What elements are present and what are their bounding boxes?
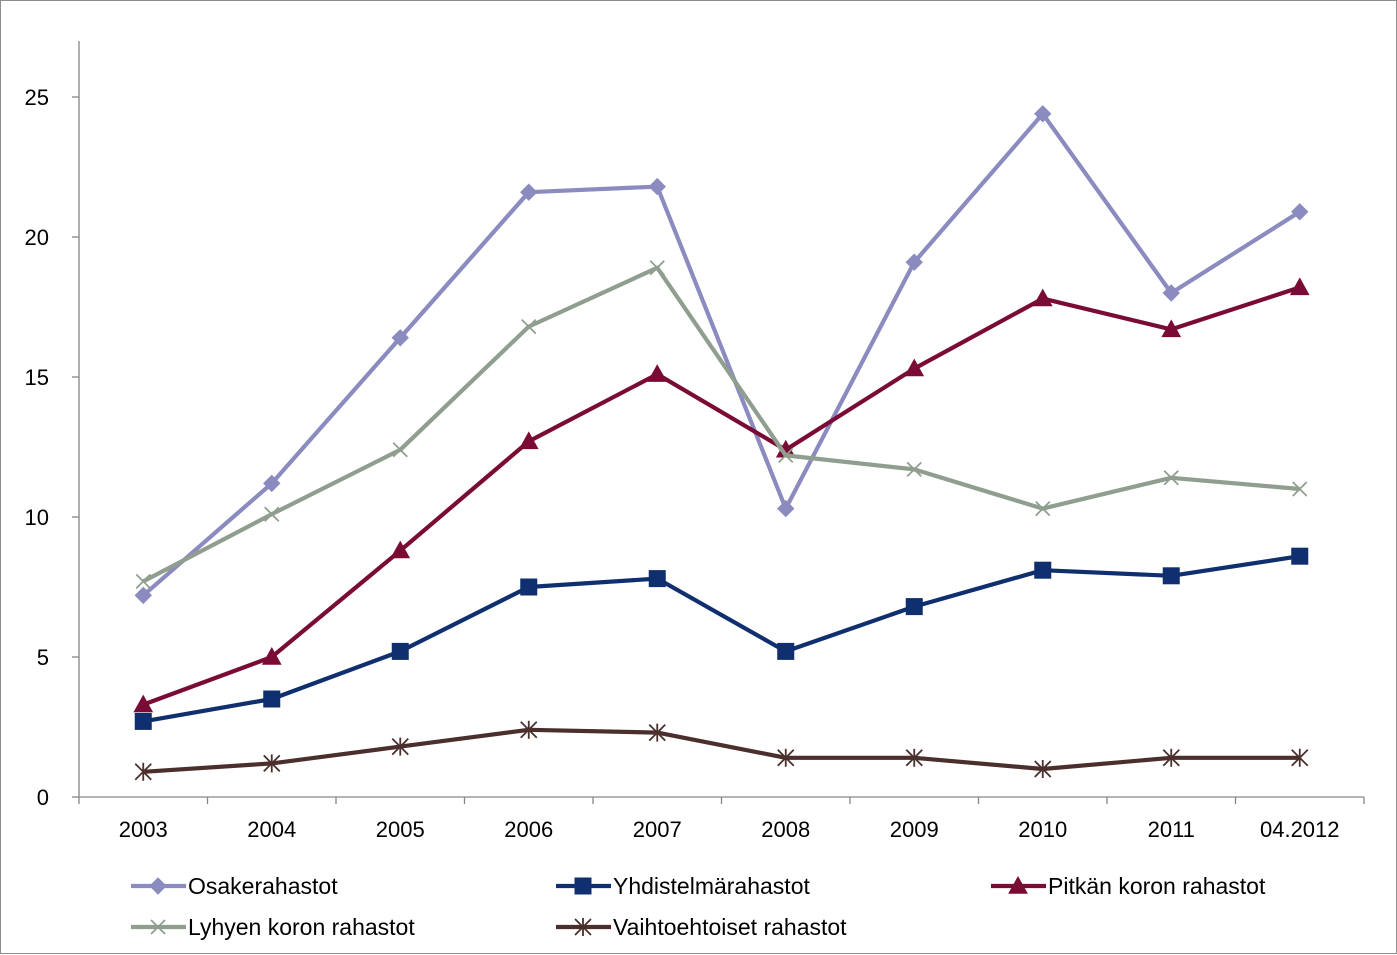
data-point bbox=[135, 573, 151, 590]
data-point bbox=[1162, 567, 1180, 585]
series-0 bbox=[134, 105, 1309, 605]
legend-label: Vaihtoehtoiset rahastot bbox=[613, 914, 847, 940]
data-point bbox=[261, 646, 282, 665]
data-point bbox=[134, 712, 152, 730]
data-point bbox=[1292, 481, 1308, 497]
legend-item: Yhdistelmärahastot bbox=[556, 873, 810, 899]
data-point bbox=[648, 177, 666, 196]
series-1 bbox=[134, 547, 1309, 730]
data-point bbox=[391, 642, 409, 660]
data-point bbox=[1291, 748, 1309, 767]
data-point bbox=[905, 598, 923, 616]
data-point bbox=[1162, 748, 1180, 767]
x-tick-label: 2006 bbox=[504, 817, 553, 842]
data-point bbox=[518, 431, 539, 450]
legend-item: Vaihtoehtoiset rahastot bbox=[556, 914, 847, 940]
data-point bbox=[134, 586, 152, 605]
y-tick-label: 20 bbox=[25, 225, 49, 250]
data-point bbox=[778, 447, 794, 464]
data-point bbox=[906, 461, 922, 478]
data-point bbox=[904, 358, 925, 377]
axes: 0 5 10 15 20 25 2003 2004 2005 2006 2007 2008 2009 20… bbox=[25, 41, 1365, 842]
data-point bbox=[263, 754, 281, 773]
x-tick-label: 2010 bbox=[1018, 817, 1067, 842]
legend-item: Pitkän koron rahastot bbox=[991, 873, 1266, 899]
legend-label: Lyhyen koron rahastot bbox=[188, 914, 415, 940]
data-point bbox=[1034, 760, 1052, 778]
data-point bbox=[133, 694, 154, 713]
data-point bbox=[1032, 288, 1053, 307]
x-tick-label: 2009 bbox=[890, 817, 939, 842]
data-point bbox=[520, 720, 538, 739]
x-tick-label: 2005 bbox=[376, 817, 425, 842]
legend-marker bbox=[150, 919, 166, 935]
series-line bbox=[143, 727, 1300, 774]
legend-label: Pitkän koron rahastot bbox=[1048, 873, 1266, 899]
data-point bbox=[905, 253, 923, 271]
data-point bbox=[134, 762, 152, 781]
series-line bbox=[142, 285, 1301, 707]
data-point bbox=[1035, 500, 1051, 517]
x-tick-label: 2007 bbox=[633, 817, 682, 842]
data-point bbox=[263, 690, 281, 708]
data-point bbox=[391, 329, 409, 347]
data-point bbox=[1034, 105, 1052, 123]
legend-marker bbox=[1008, 875, 1028, 894]
data-point bbox=[905, 748, 923, 767]
data-point bbox=[649, 260, 665, 276]
data-point bbox=[777, 748, 795, 767]
data-point bbox=[264, 506, 280, 522]
legend: Osakerahastot Yhdistelmärahastot Pitkän ko… bbox=[131, 873, 1266, 940]
series-layer bbox=[133, 105, 1310, 781]
data-point bbox=[1034, 561, 1052, 579]
data-point bbox=[1291, 547, 1309, 565]
series-4 bbox=[134, 720, 1309, 781]
series-2 bbox=[133, 277, 1310, 713]
data-point bbox=[521, 318, 537, 335]
data-point bbox=[648, 723, 666, 742]
data-point bbox=[1163, 470, 1179, 486]
data-point bbox=[777, 499, 795, 518]
data-point bbox=[392, 442, 408, 458]
data-point bbox=[391, 737, 409, 756]
data-point bbox=[1291, 203, 1309, 221]
y-tick-label: 0 bbox=[37, 785, 49, 810]
x-tick-label: 04.2012 bbox=[1260, 817, 1340, 842]
data-point bbox=[1162, 284, 1180, 302]
legend-label: Yhdistelmärahastot bbox=[613, 873, 810, 899]
data-point bbox=[520, 578, 538, 596]
data-point bbox=[1161, 319, 1182, 338]
y-tick-label: 25 bbox=[25, 85, 49, 110]
legend-marker bbox=[149, 877, 167, 895]
data-point bbox=[263, 474, 281, 493]
data-point bbox=[1289, 277, 1310, 296]
legend-marker bbox=[574, 918, 592, 936]
data-point bbox=[777, 642, 795, 660]
data-point bbox=[520, 183, 538, 201]
series-line bbox=[142, 265, 1300, 584]
y-tick-label: 10 bbox=[25, 505, 49, 530]
x-tick-label: 2008 bbox=[761, 817, 810, 842]
series-line bbox=[142, 554, 1301, 724]
legend-item: Osakerahastot bbox=[131, 873, 338, 899]
y-tick-label: 5 bbox=[37, 645, 49, 670]
x-tick-label: 2003 bbox=[119, 817, 168, 842]
x-tick-label: 2004 bbox=[247, 817, 296, 842]
series-line bbox=[141, 111, 1301, 597]
data-point bbox=[647, 364, 668, 382]
series-3 bbox=[135, 260, 1308, 590]
legend-label: Osakerahastot bbox=[188, 873, 338, 899]
data-point bbox=[648, 570, 666, 588]
legend-item: Lyhyen koron rahastot bbox=[131, 914, 415, 940]
x-tick-label: 2011 bbox=[1148, 817, 1195, 842]
y-tick-label: 15 bbox=[25, 365, 49, 390]
legend-marker bbox=[574, 877, 592, 895]
data-point bbox=[390, 540, 411, 559]
